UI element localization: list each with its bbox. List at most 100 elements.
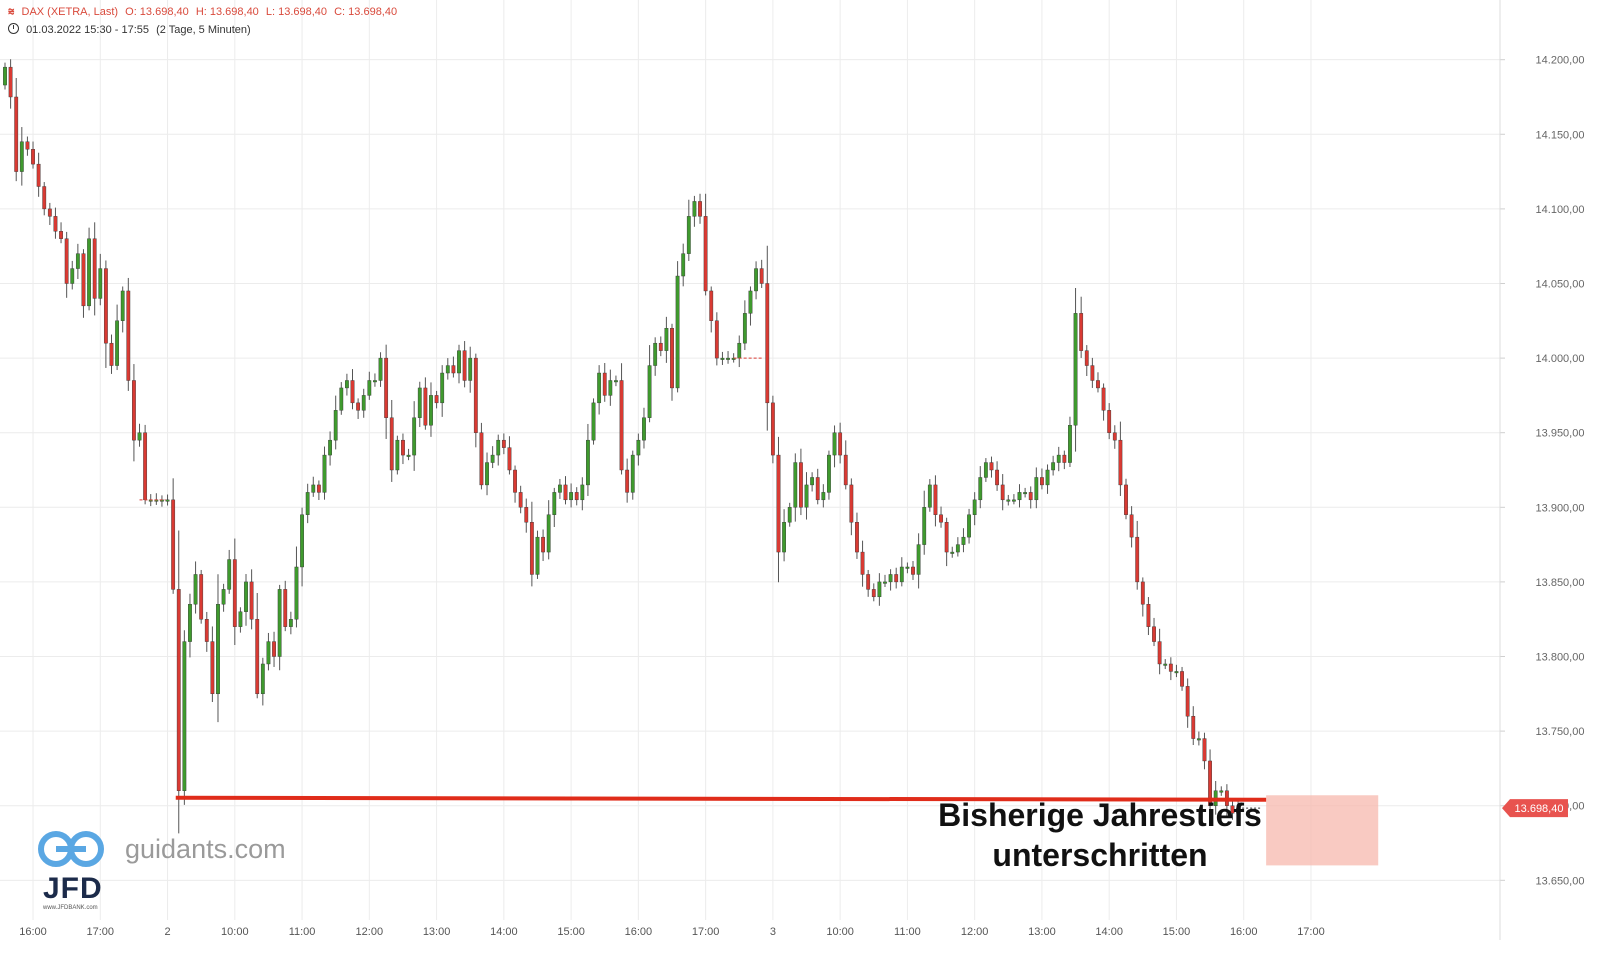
candle-body [877,581,882,598]
candle-body [188,604,192,642]
y-tick-label: 14.000,00 [1536,353,1585,365]
candle-body [176,589,181,791]
x-tick-label: 16:00 [625,926,653,938]
candle-body [395,439,400,471]
candle-body [535,536,540,575]
candle-body [64,238,69,284]
y-tick-label: 13.800,00 [1536,652,1585,664]
candle-body [47,208,52,217]
candle-body [692,201,697,217]
x-tick-label: 15:00 [1163,926,1191,938]
candle-body [384,357,389,418]
x-tick-label: 10:00 [826,926,854,938]
candle-body [389,417,394,471]
candle-body [950,551,955,554]
watermark-brand: JFD [43,872,103,905]
candle-body [653,342,658,366]
candle-body [445,365,450,374]
candle-body [636,439,641,456]
y-tick-label: 14.200,00 [1536,55,1585,67]
candle-body [1034,477,1039,501]
candle-body [546,514,551,553]
candle-body [373,380,377,383]
candle-body [670,328,674,389]
candle-body [720,357,725,360]
candle-body [199,574,204,620]
candle-body [630,454,635,493]
y-tick-label: 13.850,00 [1536,577,1585,589]
candle-body [1168,663,1173,672]
candlestick-series [3,59,1241,834]
candle-body [81,253,86,307]
candle-body [978,477,983,501]
candle-body [787,507,792,523]
candle-body [983,462,988,478]
candle-body [619,380,624,471]
time-range: 01.03.2022 15:30 - 17:55 [26,24,150,36]
candle-body [698,201,702,217]
last-price-label: 13.698,40 [1515,803,1564,815]
x-tick-label: 12:00 [356,926,384,938]
candle-body [193,574,198,605]
candle-body [1096,380,1100,389]
low-value: L: 13.698,40 [265,6,328,18]
candle-body [625,469,630,493]
chart-annotation: Bisherige Jahrestiefs unterschritten [935,795,1265,875]
candle-body [473,357,478,433]
candle-body [490,454,495,463]
x-tick-label: 13:00 [423,926,451,938]
candle-body [742,313,747,344]
x-tick-label: 11:00 [289,926,316,938]
candle-body [916,544,921,575]
candle-body [1051,462,1056,471]
candle-body [754,268,758,292]
candle-body [462,350,467,381]
candle-body [1068,425,1072,463]
candle-body [1146,604,1151,627]
candle-body [14,96,19,172]
candle-body [468,357,473,381]
watermark-site: guidants.com [125,834,286,864]
candle-body [8,66,13,98]
candle-body [748,290,753,314]
candle-body [367,380,372,396]
candle-body [249,581,254,620]
chart-header-timerange: 01.03.2022 15:30 - 17:55 (2 Tage, 5 Minu… [8,22,255,36]
candle-body [961,536,966,545]
candle-body [350,380,355,404]
candle-body [899,566,904,583]
candle-body [647,365,652,418]
candle-body [810,477,815,486]
candle-body [429,395,433,426]
candle-body [1056,454,1061,463]
bar-chart-icon: ⩬ [8,6,15,18]
candle-body [933,484,938,515]
candle-body [1006,499,1011,502]
candle-body [922,507,927,545]
candle-body [529,522,534,575]
candle-body [995,469,999,486]
x-tick-label: 13:00 [1028,926,1056,938]
candle-body [770,402,775,456]
candle-body [440,372,445,404]
candle-body [557,484,562,493]
candle-body [574,492,579,501]
candle-body [1107,410,1112,433]
candle-body [1196,738,1201,741]
candle-body [1017,492,1022,501]
candle-body [485,462,489,486]
candle-body [1062,454,1067,463]
candle-body [216,604,220,695]
candle-body [524,507,529,523]
candle-body [569,492,574,501]
candle-body [322,454,327,493]
candle-body [1152,626,1156,642]
candle-body [501,439,506,448]
candle-body [709,290,714,321]
clock-icon [8,23,19,34]
candle-body [843,454,848,486]
x-tick-label: 10:00 [221,926,249,938]
candle-body [658,342,663,351]
candle-body [311,484,316,493]
